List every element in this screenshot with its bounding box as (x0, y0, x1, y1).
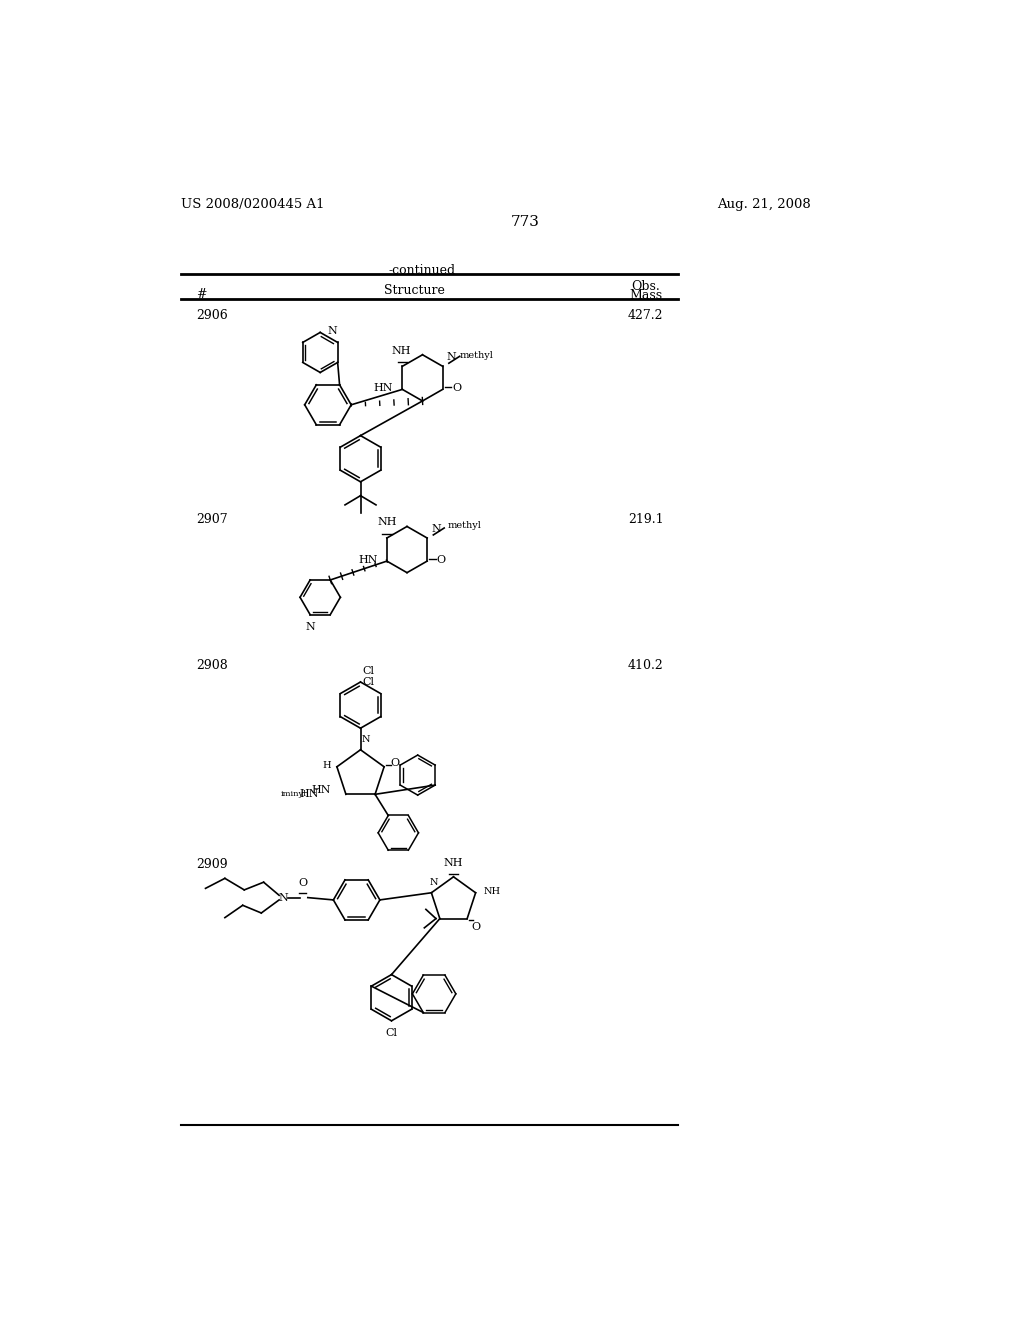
Text: 2908: 2908 (197, 659, 228, 672)
Text: Cl: Cl (362, 665, 374, 676)
Text: N: N (279, 892, 288, 903)
Text: 2909: 2909 (197, 858, 227, 871)
Text: 773: 773 (510, 215, 540, 228)
Text: O: O (436, 554, 445, 565)
Text: NH: NH (443, 858, 463, 867)
Text: NH: NH (377, 517, 396, 527)
Text: O: O (452, 383, 461, 393)
Text: 2906: 2906 (197, 309, 228, 322)
Text: N: N (431, 524, 440, 535)
Text: NH: NH (391, 346, 411, 355)
Text: 2907: 2907 (197, 512, 227, 525)
Text: HN: HN (374, 383, 393, 393)
Text: Structure: Structure (384, 284, 445, 297)
Text: US 2008/0200445 A1: US 2008/0200445 A1 (180, 198, 325, 211)
Text: 427.2: 427.2 (628, 309, 664, 322)
Text: methyl: methyl (460, 351, 494, 360)
Text: HN: HN (358, 554, 378, 565)
Text: NH: NH (483, 887, 501, 896)
Text: iminyl: iminyl (282, 791, 307, 799)
Text: N: N (446, 352, 457, 363)
Text: 219.1: 219.1 (628, 512, 664, 525)
Text: Mass: Mass (629, 289, 663, 302)
Text: -continued: -continued (389, 264, 456, 277)
Text: N: N (305, 622, 315, 632)
Text: HN: HN (311, 785, 331, 796)
Text: O: O (471, 923, 480, 932)
Text: methyl: methyl (447, 521, 481, 531)
Text: H: H (323, 760, 331, 770)
Text: Obs.: Obs. (632, 280, 660, 293)
Text: N: N (430, 878, 438, 887)
Text: #: # (197, 288, 207, 301)
Text: HN: HN (299, 789, 318, 800)
Text: Cl: Cl (385, 1028, 397, 1039)
Text: O: O (390, 758, 399, 768)
Text: O: O (299, 878, 308, 888)
Text: Cl: Cl (362, 677, 375, 688)
Text: Aug. 21, 2008: Aug. 21, 2008 (717, 198, 811, 211)
Text: 410.2: 410.2 (628, 659, 664, 672)
Text: N: N (328, 326, 338, 335)
Text: N: N (362, 735, 371, 743)
